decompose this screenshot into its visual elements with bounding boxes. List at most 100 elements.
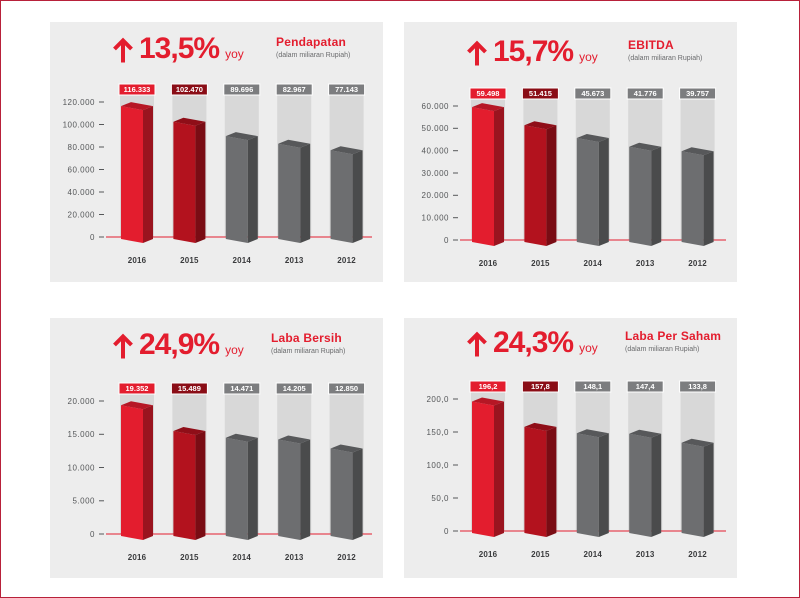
y-tick-label: 50,0 bbox=[431, 494, 449, 503]
bar-side-face bbox=[352, 150, 363, 243]
data-label-box bbox=[626, 380, 664, 393]
y-tick-label: 15.000 bbox=[68, 430, 96, 439]
bar-front-face bbox=[278, 143, 301, 243]
bar-front-face bbox=[330, 448, 353, 540]
bar-chart-laba-per-saham: 0 50,0 100,0 150,0 200,0 196,2 2016 157,8 2015 14… bbox=[426, 380, 726, 559]
x-tick-label: 2015 bbox=[531, 550, 550, 559]
bar-chart-pendapatan: 0 20.000 40.000 60.000 80.000 100.000 120.000 1… bbox=[63, 83, 372, 265]
bar-front-face bbox=[173, 431, 196, 540]
growth-headline: 13,5% yoy bbox=[139, 34, 244, 64]
data-label-box bbox=[469, 87, 507, 100]
bar-front-face bbox=[629, 146, 652, 246]
data-label-box bbox=[118, 83, 156, 96]
data-label-box bbox=[679, 87, 717, 100]
data-label: 12.850 bbox=[335, 384, 358, 393]
chart-panel-laba-per-saham: 0 50,0 100,0 150,0 200,0 196,2 2016 157,8 2015 14… bbox=[404, 318, 737, 578]
growth-period-label: yoy bbox=[579, 50, 598, 64]
bar-2012 bbox=[681, 438, 714, 537]
data-label-box bbox=[275, 83, 313, 96]
y-tick-label: 0 bbox=[444, 527, 449, 536]
chart-subtitle: (dalam miliaran Rupiah) bbox=[271, 348, 346, 355]
chart-panel-laba-bersih: 0 5.000 10.000 15.000 20.000 19.352 2016 15.489… bbox=[50, 318, 383, 578]
bar-2014 bbox=[576, 134, 609, 246]
chart-header: 13,5% yoy Pendapatan (dalam miliaran Rup… bbox=[50, 22, 383, 72]
chart-panel-ebitda: 0 10.000 20.000 30.000 40.000 50.000 60.000 59.… bbox=[404, 22, 737, 282]
bar-side-face bbox=[247, 437, 258, 540]
data-label: 89.696 bbox=[230, 85, 253, 94]
bar-front-face bbox=[629, 433, 652, 537]
growth-period-label: yoy bbox=[225, 343, 244, 357]
up-arrow-icon bbox=[466, 39, 488, 66]
bar-2013 bbox=[629, 142, 662, 246]
bar-2016 bbox=[121, 102, 153, 243]
bar-side-face bbox=[195, 431, 206, 540]
chart-title: Pendapatan bbox=[276, 35, 347, 49]
x-tick-label: 2016 bbox=[128, 553, 147, 562]
data-label: 41.776 bbox=[634, 89, 657, 98]
bar-chart-ebitda: 0 10.000 20.000 30.000 40.000 50.000 60.000 59.… bbox=[422, 87, 726, 268]
bar-side-face bbox=[651, 433, 662, 537]
y-tick-label: 100,0 bbox=[426, 461, 449, 470]
bar-top-face bbox=[278, 435, 311, 444]
y-tick-label: 50.000 bbox=[422, 124, 450, 133]
chart-title: Laba Bersih bbox=[271, 331, 342, 345]
data-label-box bbox=[275, 382, 313, 395]
bar-top-face bbox=[629, 429, 662, 438]
bar-front-face bbox=[681, 442, 704, 537]
y-tick-label: 40.000 bbox=[68, 188, 96, 197]
bar-front-face bbox=[472, 107, 494, 246]
x-tick-label: 2014 bbox=[232, 256, 251, 265]
bar-front-face bbox=[576, 138, 599, 246]
data-label: 14.205 bbox=[283, 384, 306, 393]
data-label-box bbox=[679, 380, 717, 393]
bar-2016 bbox=[121, 401, 153, 540]
bar-side-face bbox=[598, 138, 609, 246]
up-arrow-icon bbox=[112, 332, 134, 359]
bar-2015 bbox=[173, 427, 206, 540]
bar-2015 bbox=[524, 422, 557, 537]
data-label: 51.415 bbox=[529, 89, 552, 98]
bar-side-face bbox=[300, 143, 311, 243]
bar-front-face bbox=[173, 121, 196, 243]
bar-top-face bbox=[629, 142, 662, 151]
y-tick-label: 10.000 bbox=[68, 463, 96, 472]
bar-front-face bbox=[121, 106, 143, 243]
chart-header: 15,7% yoy EBITDA (dalam miliaran Rupiah) bbox=[404, 25, 737, 75]
data-label: 39.757 bbox=[686, 89, 709, 98]
y-tick-label: 5.000 bbox=[72, 497, 95, 506]
chart-subtitle: (dalam miliaran Rupiah) bbox=[276, 52, 351, 59]
growth-percentage: 15,7% bbox=[493, 35, 574, 68]
data-label-box bbox=[170, 83, 208, 96]
data-label: 147,4 bbox=[636, 382, 656, 391]
bar-side-face bbox=[143, 405, 153, 540]
bar-front-face bbox=[472, 401, 494, 537]
x-tick-label: 2013 bbox=[285, 256, 304, 265]
data-label-box bbox=[223, 382, 261, 395]
growth-percentage: 13,5% bbox=[139, 32, 220, 65]
bar-side-face bbox=[352, 448, 363, 540]
data-label-box bbox=[521, 87, 559, 100]
bar-side-face bbox=[143, 106, 153, 243]
growth-percentage: 24,3% bbox=[493, 326, 574, 359]
data-label: 15.489 bbox=[178, 384, 201, 393]
chart-header: 24,9% yoy Laba Bersih (dalam miliaran Ru… bbox=[50, 318, 383, 368]
y-tick-label: 60.000 bbox=[422, 102, 450, 111]
data-label-box bbox=[223, 83, 261, 96]
y-tick-label: 0 bbox=[444, 236, 449, 245]
data-label: 82.967 bbox=[283, 85, 306, 94]
chart-panel-pendapatan: 0 20.000 40.000 60.000 80.000 100.000 120.000 1… bbox=[50, 22, 383, 282]
bar-2016 bbox=[472, 397, 504, 537]
chart-title: Laba Per Saham bbox=[625, 329, 722, 343]
bar-front-face bbox=[576, 433, 599, 537]
bar-side-face bbox=[300, 439, 311, 540]
bar-chart-laba-bersih: 0 5.000 10.000 15.000 20.000 19.352 2016 15.489… bbox=[68, 382, 372, 562]
data-label-box bbox=[118, 382, 156, 395]
bar-top-face bbox=[472, 397, 504, 406]
bar-side-face bbox=[494, 401, 504, 537]
bar-top-face bbox=[524, 422, 557, 431]
data-label: 19.352 bbox=[126, 384, 149, 393]
x-tick-label: 2015 bbox=[180, 256, 199, 265]
data-label-box bbox=[170, 382, 208, 395]
bar-top-face bbox=[472, 103, 504, 112]
x-tick-label: 2016 bbox=[128, 256, 147, 265]
